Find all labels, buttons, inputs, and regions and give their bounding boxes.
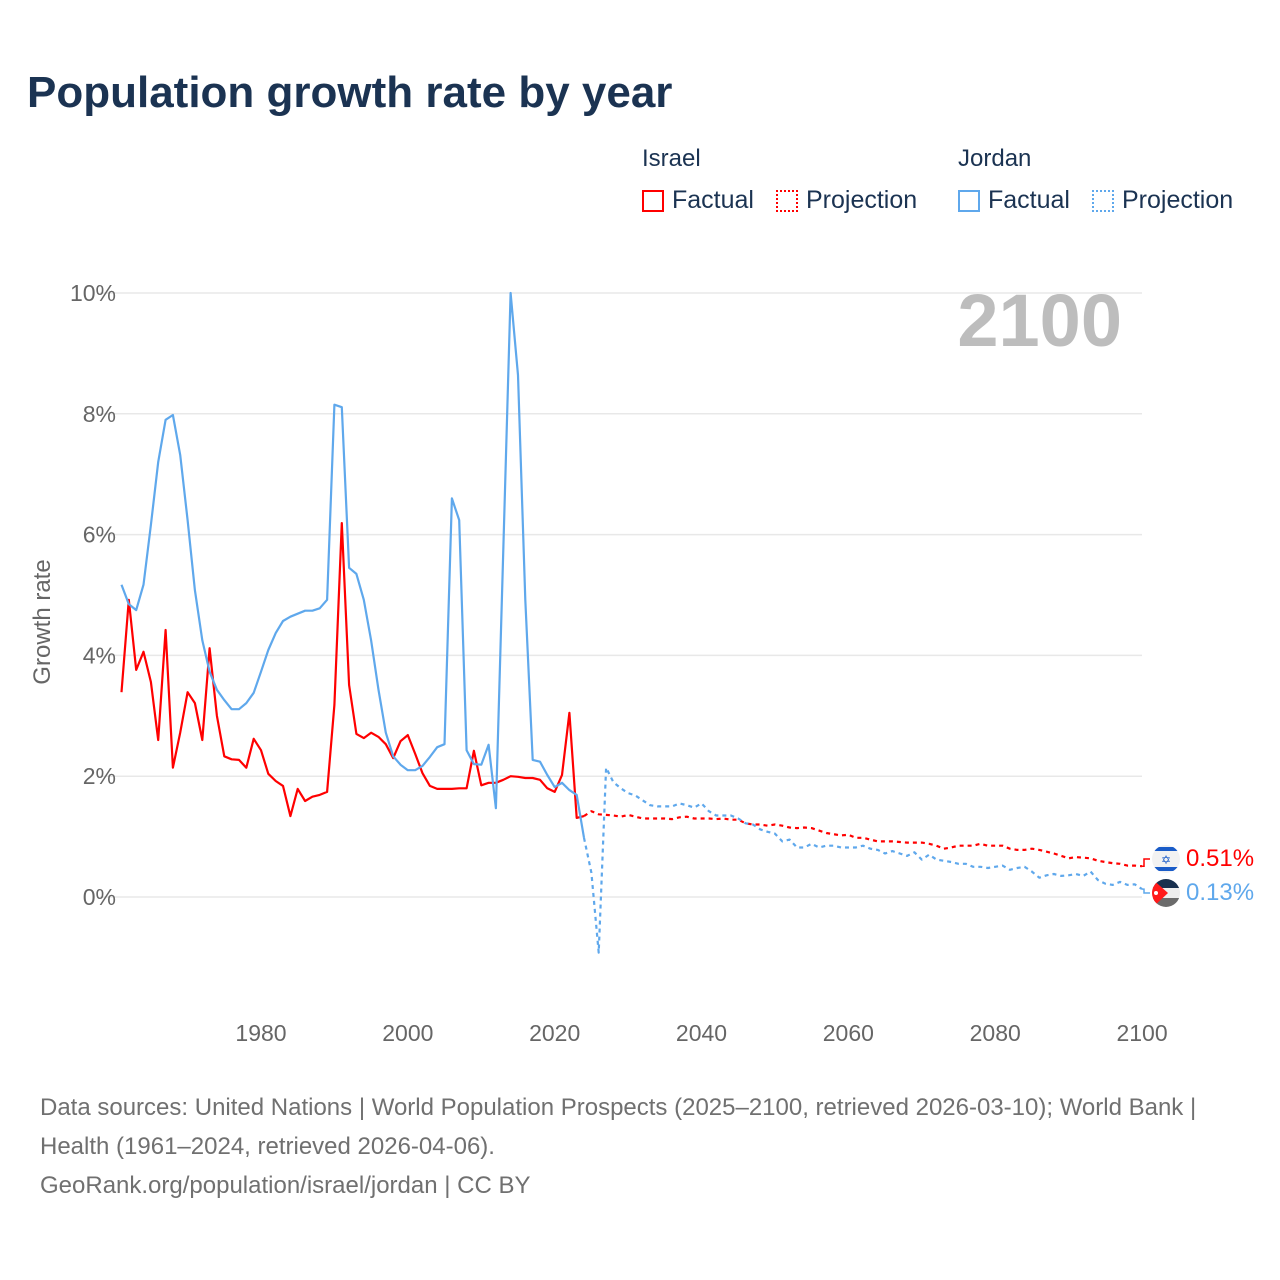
legend-label: Projection bbox=[806, 186, 918, 214]
legend-label: Factual bbox=[988, 186, 1070, 214]
legend-label: Projection bbox=[1122, 186, 1234, 214]
x-tick-label: 1980 bbox=[235, 1020, 286, 1046]
legend-group-jordan: Jordan bbox=[958, 145, 1032, 172]
legend-group-israel: Israel bbox=[642, 145, 701, 172]
legend-israel-projection[interactable]: Projection bbox=[776, 186, 917, 215]
jordan-label-connector bbox=[1142, 888, 1150, 894]
israel-label-connector bbox=[1142, 858, 1150, 867]
y-tick-label: 0% bbox=[83, 884, 116, 910]
footer: Data sources: United Nations | World Pop… bbox=[40, 1088, 1240, 1205]
israel-factual-line bbox=[120, 521, 585, 820]
legend-swatch-solid-icon bbox=[642, 189, 664, 212]
y-tick-label: 10% bbox=[70, 280, 116, 306]
legend-label: Factual bbox=[672, 186, 754, 214]
data-sources: Data sources: United Nations | World Pop… bbox=[40, 1094, 1197, 1160]
legend-swatch-dotted-icon bbox=[1092, 189, 1114, 212]
legend-swatch-dotted-icon bbox=[776, 189, 798, 212]
legend-jordan-factual[interactable]: Factual bbox=[958, 186, 1070, 215]
x-tick-label: 2100 bbox=[1116, 1020, 1167, 1046]
jordan-projection-line bbox=[582, 766, 1143, 954]
x-tick-label: 2060 bbox=[823, 1020, 874, 1046]
x-tick-label: 2080 bbox=[970, 1020, 1021, 1046]
legend-jordan-projection[interactable]: Projection bbox=[1092, 186, 1233, 215]
x-tick-label: 2020 bbox=[529, 1020, 580, 1046]
jordan-end-value: 0.13% bbox=[1186, 879, 1255, 906]
legend-israel-factual[interactable]: Factual bbox=[642, 186, 754, 215]
legend-swatch-solid-icon bbox=[958, 189, 980, 212]
y-tick-label: 8% bbox=[83, 401, 116, 427]
israel-projection-line bbox=[583, 810, 1143, 868]
y-tick-label: 6% bbox=[83, 522, 116, 548]
jordan-factual-line bbox=[120, 291, 586, 838]
israel-flag-icon: ✡ bbox=[1152, 845, 1180, 873]
y-tick-label: 2% bbox=[83, 763, 116, 789]
svg-text:✡: ✡ bbox=[1161, 853, 1171, 867]
israel-end-value: 0.51% bbox=[1186, 845, 1255, 872]
y-tick-label: 4% bbox=[83, 642, 116, 668]
y-axis-label: Growth rate bbox=[29, 559, 56, 684]
x-tick-label: 2040 bbox=[676, 1020, 727, 1046]
current-year-label: 2100 bbox=[957, 279, 1122, 362]
jordan-flag-icon bbox=[1152, 879, 1180, 907]
source-link[interactable]: GeoRank.org/population/israel/jordan | C… bbox=[40, 1172, 531, 1199]
chart-title: Population growth rate by year bbox=[27, 68, 673, 117]
x-tick-label: 2000 bbox=[382, 1020, 433, 1046]
